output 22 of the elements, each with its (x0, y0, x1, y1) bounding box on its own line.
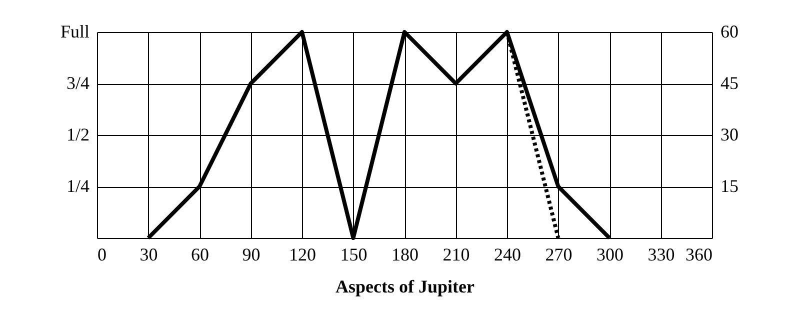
y2-tick-label: 30 (720, 124, 738, 144)
x-tick-label: 270 (545, 244, 572, 264)
x-tick-label: 90 (242, 244, 260, 264)
x-tick-label: 210 (442, 244, 470, 264)
x-tick-label: 60 (191, 244, 209, 264)
x-tick-label: 120 (289, 244, 316, 264)
x-tick-label: 150 (340, 244, 368, 264)
y-tick-label: 1/4 (66, 176, 90, 196)
x-axis-title: Aspects of Jupiter (336, 276, 474, 296)
y-tick-label: Full (60, 22, 90, 42)
y2-tick-label: 60 (720, 22, 738, 42)
x-tick-label: 300 (596, 244, 624, 264)
y-tick-label: 1/2 (66, 124, 90, 144)
y2-tick-label: 15 (720, 176, 738, 196)
x-tick-label: 240 (494, 244, 521, 264)
x-tick-label: 0 (98, 244, 106, 264)
x-tick-label: 180 (392, 244, 418, 264)
x-tick-label: 30 (140, 244, 158, 264)
x-tick-label: 330 (648, 244, 675, 264)
y-tick-label: 3/4 (66, 73, 90, 93)
y2-tick-label: 45 (720, 73, 738, 93)
x-tick-label: 360 (686, 244, 712, 264)
